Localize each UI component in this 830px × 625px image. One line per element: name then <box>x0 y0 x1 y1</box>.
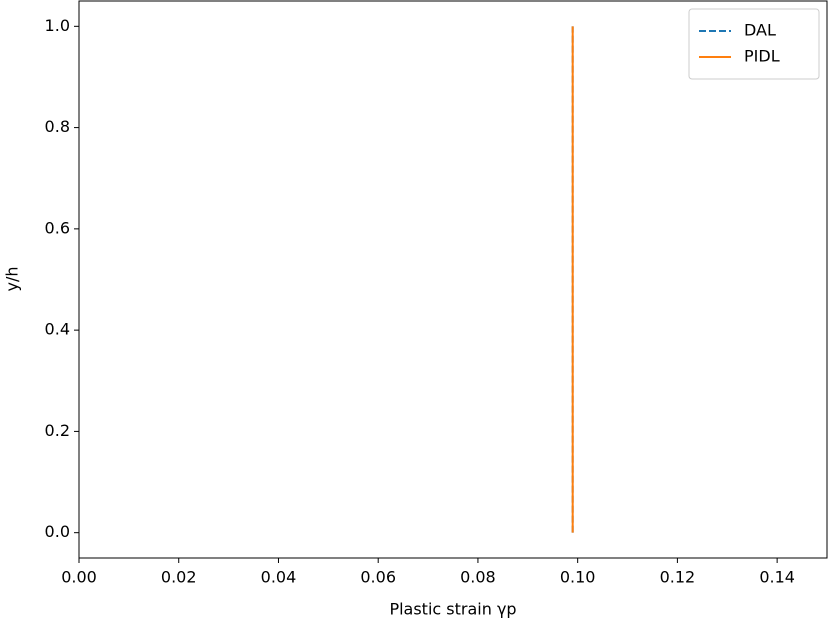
y-tick-label: 0.6 <box>45 218 70 237</box>
x-tick-label: 0.06 <box>360 568 396 587</box>
y-tick-label: 0.2 <box>45 421 70 440</box>
y-axis-label: y/h <box>3 267 22 292</box>
legend-label: DAL <box>744 21 776 40</box>
y-tick-label: 1.0 <box>45 16 70 35</box>
y-tick-label: 0.0 <box>45 522 70 541</box>
x-tick-label: 0.02 <box>161 568 197 587</box>
x-tick-label: 0.04 <box>261 568 297 587</box>
x-tick-label: 0.08 <box>460 568 496 587</box>
legend-box <box>688 8 820 80</box>
legend-label: PIDL <box>744 47 780 66</box>
x-tick-label: 0.14 <box>759 568 795 587</box>
x-tick-label: 0.00 <box>61 568 97 587</box>
y-tick-label: 0.4 <box>45 320 70 339</box>
y-tick-label: 0.8 <box>45 117 70 136</box>
x-tick-label: 0.10 <box>560 568 596 587</box>
x-axis-label: Plastic strain γp <box>389 600 516 619</box>
x-tick-label: 0.12 <box>660 568 696 587</box>
plot-frame <box>78 0 828 559</box>
